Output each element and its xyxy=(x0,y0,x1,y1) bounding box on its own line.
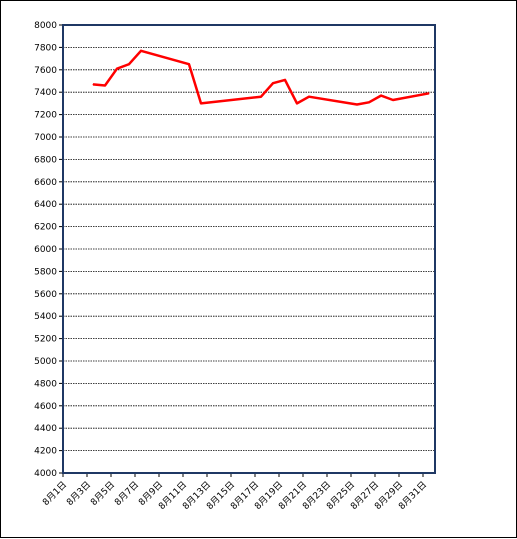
data-point xyxy=(284,79,286,81)
y-tick-label: 6000 xyxy=(34,245,57,255)
x-tick-label: 8月1日 xyxy=(41,479,70,508)
data-point xyxy=(104,84,106,86)
y-tick-label: 4000 xyxy=(34,469,57,479)
data-point xyxy=(272,82,274,84)
data-point xyxy=(200,102,202,104)
y-axis-tick-labels: 4000 4200 4400 4600 4800 5000 5200 5400 5600 5800… xyxy=(34,21,57,479)
plot-area-border xyxy=(62,24,436,474)
data-point xyxy=(368,101,370,103)
y-tick-label: 7800 xyxy=(34,43,57,53)
y-tick-label: 8000 xyxy=(34,21,57,31)
y-tick-label: 7200 xyxy=(34,111,57,121)
x-tick-label: 8月5日 xyxy=(89,479,118,508)
y-tick-label: 5200 xyxy=(34,335,57,345)
data-point xyxy=(128,63,130,65)
y-tick-label: 5400 xyxy=(34,312,57,322)
x-tick-label: 8月7日 xyxy=(113,479,142,508)
y-tick-label: 6400 xyxy=(34,200,57,210)
data-point xyxy=(392,99,394,101)
y-tick-label: 4600 xyxy=(34,402,57,412)
data-point xyxy=(116,68,118,70)
y-tick-label: 6600 xyxy=(34,178,57,188)
y-tick-label: 4800 xyxy=(34,379,57,389)
data-point xyxy=(308,96,310,98)
data-point xyxy=(296,102,298,104)
series-layer xyxy=(92,49,430,106)
y-tick-label: 4400 xyxy=(34,424,57,434)
x-tick-label: 8月3日 xyxy=(65,479,94,508)
grid-lines xyxy=(59,24,435,477)
y-tick-label: 5800 xyxy=(34,267,57,277)
y-tick-label: 6200 xyxy=(34,223,57,233)
y-tick-label: 5600 xyxy=(34,290,57,300)
y-tick-label: 7400 xyxy=(34,88,57,98)
data-point xyxy=(140,50,142,52)
y-tick-label: 7600 xyxy=(34,66,57,76)
y-tick-label: 7000 xyxy=(34,133,57,143)
data-point xyxy=(188,63,190,65)
x-axis-tick-labels: 8月1日8月3日8月5日8月7日8月9日8月11日8月13日8月15日8月17日… xyxy=(41,479,430,512)
y-tick-label: 4200 xyxy=(34,447,57,457)
y-tick-label: 5000 xyxy=(34,357,57,367)
y-tick-label: 6800 xyxy=(34,155,57,165)
data-point xyxy=(260,96,262,98)
data-point xyxy=(92,83,94,85)
data-point xyxy=(380,95,382,97)
data-point xyxy=(428,92,430,94)
data-point xyxy=(356,104,358,106)
